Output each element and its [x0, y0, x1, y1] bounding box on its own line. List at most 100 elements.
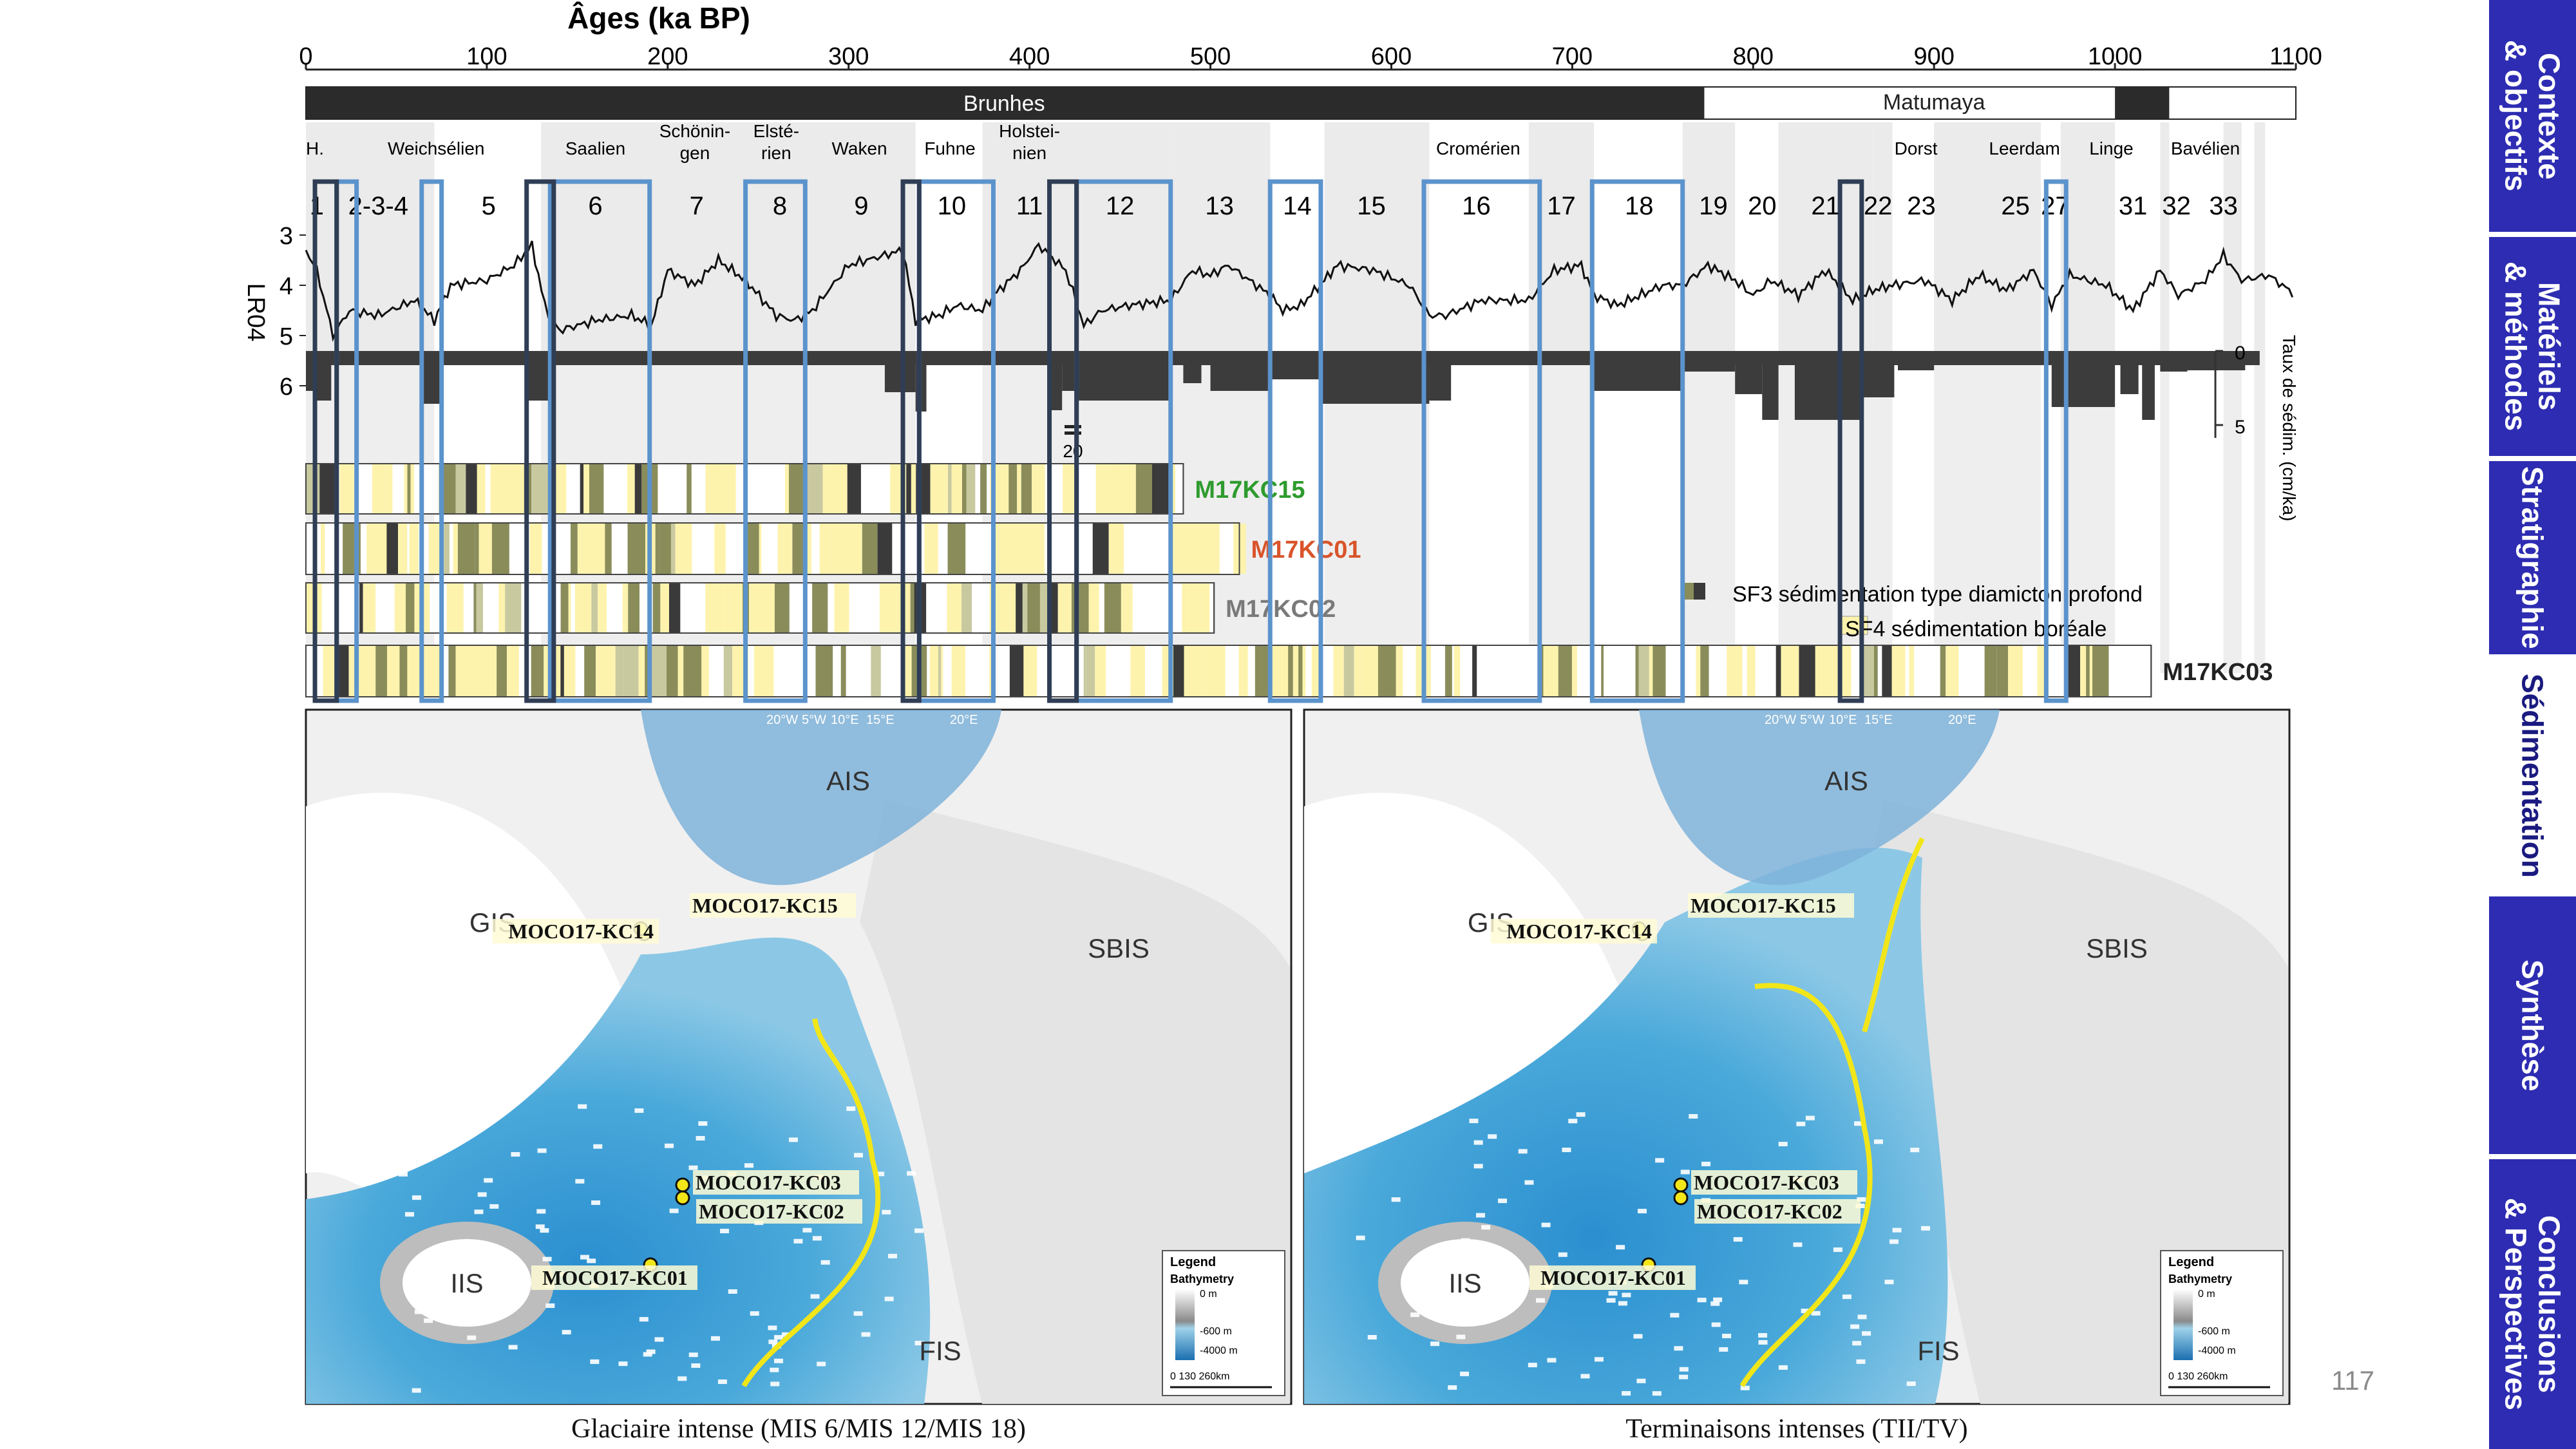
facies-layer	[615, 646, 624, 696]
figure: Âges (ka BP) 0 100 200 300 400 500 600 700 800 90…	[242, 1, 2322, 1405]
iceberg	[812, 1236, 822, 1241]
facies-layer	[490, 464, 509, 513]
mis-label: 10	[938, 192, 967, 220]
facies-layer	[466, 464, 477, 513]
tab-conclusions[interactable]: Conclusions & Perspectives	[2489, 1159, 2576, 1449]
tab-contexte[interactable]: Contexte & objectifs	[2489, 0, 2576, 232]
facies-layer	[683, 646, 702, 696]
iceberg	[728, 1289, 737, 1294]
facies-layer	[598, 583, 607, 632]
facies-layer	[1653, 646, 1666, 696]
facies-layer	[1032, 464, 1045, 513]
stage-name: Leerdam	[1989, 138, 2060, 158]
facies-layer	[1151, 464, 1170, 513]
facies-layer	[687, 464, 692, 513]
facies-layer	[937, 464, 949, 513]
core-strip-m17kc02: M17KC02	[305, 582, 1336, 634]
stage-name: Dorst	[1895, 138, 1938, 158]
map-legend-v600: -600 m	[2198, 1326, 2230, 1337]
legend-sf3: SF3 sédimentation type diamicton profond	[1732, 582, 2143, 607]
site-kc03: MOCO17-KC03	[696, 1171, 841, 1194]
sedim-title-line: Taux de sédim. (cm/ka)	[2279, 335, 2299, 521]
facies-layer	[1333, 646, 1338, 696]
sed-rate-bar	[1210, 351, 1271, 391]
iceberg	[1608, 1291, 1618, 1296]
sed-rate-bar	[2142, 351, 2155, 420]
stage-name-line: Weichsélien	[388, 138, 484, 158]
site-label-bg	[531, 1265, 697, 1290]
facies-layer	[705, 583, 724, 632]
iceberg	[413, 1281, 422, 1286]
iceberg	[1892, 1227, 1902, 1233]
iceberg	[802, 1227, 812, 1233]
iceberg	[424, 1318, 433, 1323]
mis-label: 17	[1547, 192, 1576, 220]
tab-synthese[interactable]: Synthèse	[2489, 896, 2576, 1154]
facies-layer	[1095, 464, 1108, 513]
sed-rate-bar	[2160, 351, 2188, 372]
iceberg	[1852, 1341, 1862, 1346]
iceberg	[1854, 1121, 1864, 1126]
facies-layer	[428, 524, 439, 574]
sedimentation-axis: 0 5 Taux de sédim. (cm/ka)	[2214, 335, 2299, 521]
site-label-bg	[1688, 893, 1854, 918]
iceberg	[1796, 1121, 1806, 1126]
iceberg	[409, 1134, 419, 1139]
iceberg	[861, 1332, 871, 1337]
facies-layer	[1009, 646, 1024, 696]
tab-stratigraphie[interactable]: Stratigraphie	[2489, 461, 2576, 654]
tab-materiels[interactable]: Matériels & méthodes	[2489, 237, 2576, 456]
iceberg	[688, 1165, 698, 1170]
mis-label: 31	[2119, 192, 2148, 220]
iceberg	[578, 1104, 587, 1109]
facies-layer	[2089, 646, 2093, 696]
stage-name: Fuhne	[924, 138, 975, 158]
iceberg	[1856, 1359, 1866, 1364]
iceberg	[691, 1363, 701, 1368]
facies-layer	[655, 524, 659, 574]
iceberg	[846, 1106, 856, 1112]
sed-rate-bar	[1270, 351, 1320, 379]
iceberg	[368, 1142, 378, 1147]
interglacial-box	[743, 179, 808, 703]
site-kc01: MOCO17-KC01	[1540, 1266, 1686, 1289]
iceberg	[580, 1255, 590, 1260]
mis-label: 6	[588, 192, 602, 220]
site-kc03: MOCO17-KC03	[1694, 1171, 1839, 1194]
facies-layer	[650, 646, 667, 696]
site-kc02: MOCO17-KC02	[699, 1200, 844, 1223]
iceberg	[517, 1280, 527, 1285]
current-arrow	[1739, 983, 1873, 1388]
facies-layer	[966, 464, 976, 513]
mis-label: 18	[1625, 192, 1654, 220]
facies-layer	[410, 464, 414, 513]
facies-layer	[380, 524, 387, 574]
facies-layer	[1083, 646, 1086, 696]
iceberg	[1906, 1381, 1916, 1387]
core-site-marker	[675, 1190, 690, 1206]
facies-layer	[1057, 583, 1072, 632]
facies-layer	[571, 524, 578, 574]
facies-layer	[1571, 646, 1577, 696]
facies-layer	[1189, 646, 1202, 696]
glacial-box	[312, 179, 339, 703]
facies-layer	[1815, 646, 1826, 696]
iceberg	[646, 1349, 656, 1354]
facies-layer	[1023, 646, 1037, 696]
stage-name-line: gen	[680, 143, 710, 163]
interglacial-box	[1267, 179, 1323, 703]
current-arrow	[741, 1018, 881, 1388]
facies-layer	[598, 524, 605, 574]
axis-break: 20	[1063, 425, 1083, 461]
stage-name-line: Saalien	[565, 138, 625, 158]
facies-layer	[758, 583, 775, 632]
tab-sedimentation[interactable]: Sédimentation	[2489, 659, 2576, 891]
iceberg	[1473, 1140, 1483, 1145]
facies-layer	[1302, 646, 1306, 696]
iceberg	[1460, 1371, 1470, 1376]
site-kc15: MOCO17-KC15	[692, 894, 838, 917]
facies-layer	[568, 583, 571, 632]
facies-layer	[948, 464, 952, 513]
iceberg	[1528, 1363, 1537, 1368]
facies-layer	[1202, 524, 1220, 574]
